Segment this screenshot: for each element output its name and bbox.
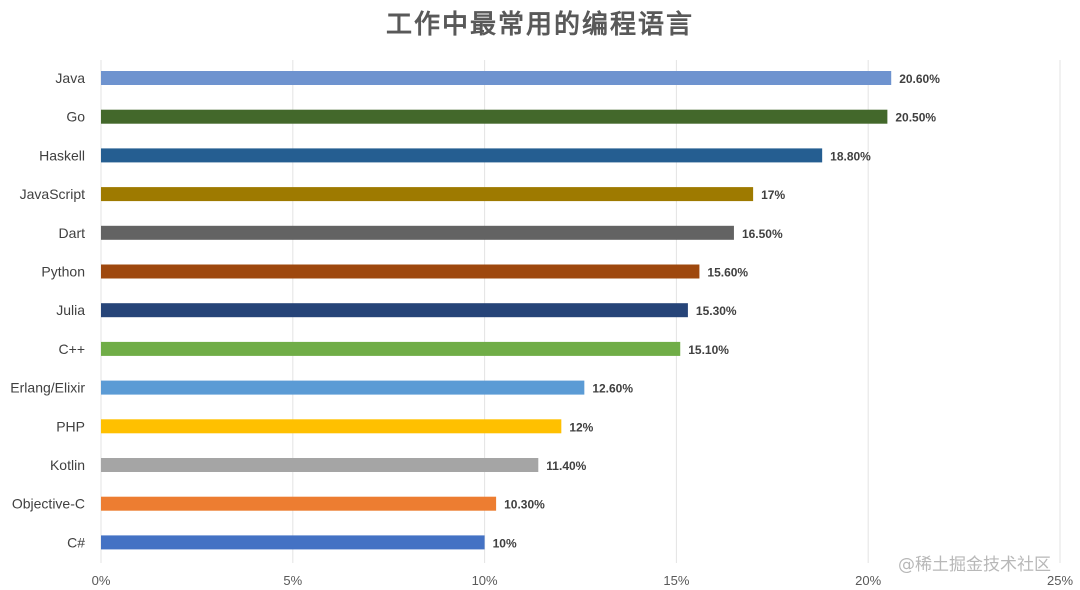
category-label: Julia bbox=[56, 302, 85, 318]
chart-title: 工作中最常用的编程语言 bbox=[385, 10, 694, 40]
category-label: Kotlin bbox=[50, 457, 85, 473]
x-tick-label: 0% bbox=[92, 573, 111, 588]
bar bbox=[101, 341, 681, 356]
x-tick-label: 15% bbox=[663, 573, 689, 588]
data-labels: 20.60% 20.50% 18.80% 17% 16.50% 15.60% 15.30% 1… bbox=[493, 72, 941, 550]
bar bbox=[101, 225, 734, 240]
x-tick-label: 20% bbox=[855, 573, 881, 588]
data-label: 20.50% bbox=[895, 111, 936, 125]
x-tick-label: 25% bbox=[1047, 573, 1073, 588]
data-label: 15.10% bbox=[688, 343, 729, 357]
bar bbox=[101, 187, 754, 202]
data-label: 11.40% bbox=[546, 459, 586, 473]
category-label: C# bbox=[67, 534, 85, 550]
bar bbox=[101, 148, 823, 163]
bar bbox=[101, 535, 485, 550]
bar bbox=[101, 458, 539, 472]
category-label: Dart bbox=[59, 225, 86, 241]
category-label: Haskell bbox=[39, 147, 85, 163]
data-label: 17% bbox=[761, 188, 785, 202]
bar bbox=[101, 71, 892, 85]
bar bbox=[101, 303, 688, 318]
category-label: Objective-C bbox=[12, 496, 85, 512]
bar bbox=[101, 419, 562, 434]
bars bbox=[101, 71, 892, 550]
category-label: JavaScript bbox=[20, 186, 85, 202]
data-label: 16.50% bbox=[742, 227, 783, 241]
bar bbox=[101, 380, 585, 395]
data-label: 12.60% bbox=[592, 382, 633, 396]
category-label: Java bbox=[55, 70, 85, 86]
bar bbox=[101, 264, 700, 279]
watermark: @稀土掘金技术社区 bbox=[898, 555, 1051, 575]
category-label: Python bbox=[41, 264, 85, 280]
data-label: 15.30% bbox=[696, 304, 737, 318]
x-axis-ticks: 0% 5% 10% 15% 20% 25% bbox=[92, 573, 1074, 588]
category-label: PHP bbox=[56, 418, 85, 434]
data-label: 10.30% bbox=[504, 498, 545, 512]
data-label: 15.60% bbox=[707, 266, 748, 280]
data-label: 12% bbox=[569, 420, 593, 434]
category-label: Erlang/Elixir bbox=[10, 380, 85, 396]
category-labels: Java Go Haskell JavaScript Dart Python Julia C+… bbox=[10, 70, 85, 550]
x-tick-label: 5% bbox=[283, 573, 302, 588]
category-label: Go bbox=[66, 109, 85, 125]
x-tick-label: 10% bbox=[472, 573, 498, 588]
data-label: 18.80% bbox=[830, 149, 871, 163]
category-label: C++ bbox=[59, 341, 85, 357]
data-label: 20.60% bbox=[899, 72, 940, 86]
data-label: 10% bbox=[493, 536, 517, 550]
bar bbox=[101, 109, 888, 124]
bar bbox=[101, 496, 497, 511]
